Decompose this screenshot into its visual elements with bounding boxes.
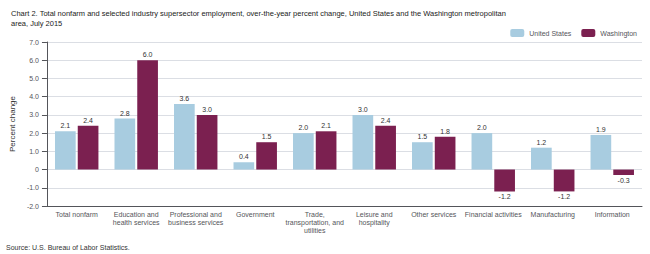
svg-text:3.0: 3.0	[29, 111, 39, 118]
svg-text:Professional and: Professional and	[170, 211, 222, 218]
svg-text:1.5: 1.5	[262, 133, 272, 140]
svg-text:-1.2: -1.2	[499, 193, 511, 200]
svg-text:7.0: 7.0	[29, 39, 39, 46]
svg-text:hospitality: hospitality	[359, 219, 391, 227]
svg-text:health services: health services	[113, 219, 160, 226]
svg-text:1.8: 1.8	[440, 128, 450, 135]
svg-text:2.4: 2.4	[381, 117, 391, 124]
svg-text:2.0: 2.0	[29, 130, 39, 137]
svg-text:-0.3: -0.3	[618, 177, 630, 184]
svg-text:-1.2: -1.2	[558, 193, 570, 200]
svg-text:Total nonfarm: Total nonfarm	[56, 211, 99, 218]
svg-text:Percent change: Percent change	[8, 95, 17, 152]
svg-text:Source: U.S. Bureau of Labor S: Source: U.S. Bureau of Labor Statistics.	[6, 244, 130, 251]
svg-text:2.1: 2.1	[60, 122, 70, 129]
svg-text:Washington: Washington	[600, 30, 637, 38]
svg-text:2.0: 2.0	[477, 124, 487, 131]
svg-text:5.0: 5.0	[29, 75, 39, 82]
svg-text:2.0: 2.0	[298, 124, 308, 131]
svg-text:Financial activities: Financial activities	[465, 211, 522, 218]
svg-text:6.0: 6.0	[143, 51, 153, 58]
svg-text:Trade,: Trade,	[305, 211, 325, 218]
svg-text:2.8: 2.8	[120, 110, 130, 117]
svg-text:1.2: 1.2	[537, 139, 547, 146]
svg-text:Leisure and: Leisure and	[356, 211, 393, 218]
svg-text:Manufacturing: Manufacturing	[531, 211, 575, 219]
svg-text:2.4: 2.4	[83, 117, 93, 124]
svg-text:3.0: 3.0	[202, 106, 212, 113]
svg-text:Chart 2. Total nonfarm and sel: Chart 2. Total nonfarm and selected indu…	[11, 9, 506, 18]
svg-text:business services: business services	[168, 219, 224, 226]
svg-text:0.4: 0.4	[239, 153, 249, 160]
svg-text:1.5: 1.5	[417, 133, 427, 140]
svg-text:6.0: 6.0	[29, 57, 39, 64]
svg-text:transportation, and: transportation, and	[286, 219, 344, 227]
svg-text:Education and: Education and	[114, 211, 159, 218]
svg-text:area, July 2015: area, July 2015	[11, 19, 62, 28]
svg-text:1.0: 1.0	[29, 148, 39, 155]
svg-text:4.0: 4.0	[29, 93, 39, 100]
svg-text:1.9: 1.9	[596, 126, 606, 133]
svg-text:Information: Information	[595, 211, 630, 218]
svg-text:2.1: 2.1	[321, 122, 331, 129]
svg-text:Other services: Other services	[411, 211, 457, 218]
svg-text:-2.0: -2.0	[27, 203, 39, 210]
svg-text:Government: Government	[236, 211, 275, 218]
svg-text:0: 0	[35, 166, 39, 173]
svg-text:United States: United States	[529, 30, 572, 37]
svg-text:-1.0: -1.0	[27, 184, 39, 191]
svg-text:3.6: 3.6	[179, 95, 189, 102]
svg-text:3.0: 3.0	[358, 106, 368, 113]
svg-text:utilities: utilities	[304, 227, 326, 234]
